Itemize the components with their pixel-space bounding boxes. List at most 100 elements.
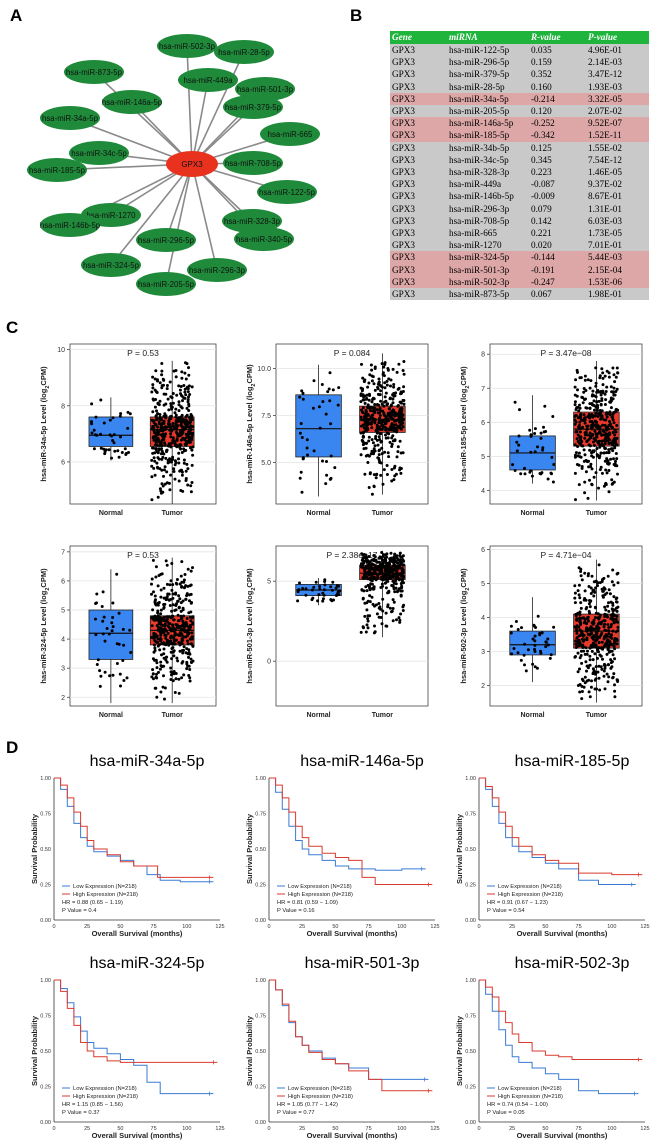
y-tick-label: 5 bbox=[267, 579, 271, 586]
data-point bbox=[359, 453, 363, 457]
data-point bbox=[178, 443, 182, 447]
data-point bbox=[154, 398, 158, 401]
data-point bbox=[391, 598, 395, 602]
data-point bbox=[185, 420, 189, 424]
data-point bbox=[583, 491, 587, 495]
data-point bbox=[585, 626, 589, 630]
data-point bbox=[95, 433, 99, 437]
data-point bbox=[386, 436, 390, 440]
data-point bbox=[604, 468, 608, 472]
x-tick-label: 75 bbox=[151, 1126, 157, 1132]
data-point bbox=[186, 567, 190, 571]
data-point bbox=[174, 608, 178, 612]
data-point bbox=[597, 563, 601, 567]
table-row: GPX3 hsa-miR-449a -0.087 9.37E-02 bbox=[390, 178, 649, 191]
data-point bbox=[378, 560, 381, 564]
data-point bbox=[546, 643, 550, 647]
data-point bbox=[393, 557, 397, 561]
data-point bbox=[376, 385, 380, 389]
data-point bbox=[185, 647, 189, 651]
data-point bbox=[332, 598, 335, 602]
node-ellipse bbox=[157, 34, 217, 58]
data-point bbox=[598, 688, 602, 692]
data-point bbox=[608, 441, 612, 445]
node-label: hsa-miR-340-5p bbox=[236, 235, 293, 244]
y-tick-label: 0.00 bbox=[40, 918, 51, 924]
data-point bbox=[589, 586, 593, 590]
data-point bbox=[535, 666, 539, 670]
data-point bbox=[159, 608, 163, 612]
data-point bbox=[111, 439, 115, 442]
data-point bbox=[153, 459, 157, 463]
data-point bbox=[582, 448, 586, 452]
data-point bbox=[614, 459, 617, 463]
data-point bbox=[379, 440, 383, 444]
km-curve-high bbox=[269, 777, 433, 885]
data-point bbox=[338, 589, 342, 593]
data-point bbox=[610, 447, 614, 451]
data-point bbox=[180, 585, 184, 588]
data-point bbox=[162, 474, 165, 478]
cell-gene: GPX3 bbox=[390, 141, 447, 154]
data-point bbox=[168, 642, 172, 646]
x-tick-label: Normal bbox=[520, 510, 544, 517]
data-point bbox=[367, 486, 371, 489]
data-point bbox=[184, 651, 188, 655]
data-point bbox=[580, 440, 584, 443]
data-point bbox=[596, 415, 600, 418]
data-point bbox=[378, 432, 382, 436]
data-point bbox=[99, 674, 103, 678]
data-point bbox=[182, 673, 186, 677]
data-point bbox=[372, 382, 376, 386]
data-point bbox=[393, 464, 397, 468]
node-label: hsa-miR-296-5p bbox=[138, 236, 195, 245]
node-label: hsa-miR-28-5p bbox=[218, 48, 270, 57]
data-point bbox=[609, 661, 613, 665]
p-value-title: P = 0.53 bbox=[127, 348, 159, 358]
data-point bbox=[390, 412, 394, 416]
data-point bbox=[179, 423, 183, 427]
data-point bbox=[153, 388, 157, 392]
data-point bbox=[613, 393, 617, 397]
data-point bbox=[368, 394, 372, 397]
data-point bbox=[576, 433, 580, 437]
data-point bbox=[366, 571, 370, 575]
data-point bbox=[168, 380, 172, 384]
data-point bbox=[372, 447, 376, 451]
data-point bbox=[594, 471, 598, 475]
data-point bbox=[179, 574, 183, 578]
legend-label-low: Low Expression (N=218) bbox=[73, 1086, 137, 1092]
node-ellipse bbox=[178, 68, 238, 92]
data-point bbox=[166, 397, 170, 401]
data-point bbox=[189, 569, 193, 573]
data-point bbox=[600, 399, 604, 402]
y-tick-label: 0.50 bbox=[465, 1049, 476, 1055]
data-point bbox=[523, 663, 526, 667]
data-point bbox=[180, 473, 184, 477]
data-point bbox=[177, 633, 181, 637]
data-point bbox=[296, 599, 300, 603]
data-point bbox=[311, 406, 315, 410]
cell-gene: GPX3 bbox=[390, 263, 447, 276]
data-point bbox=[108, 433, 112, 437]
data-point bbox=[600, 471, 604, 475]
data-point bbox=[152, 631, 156, 635]
cell-mirna: hsa-miR-296-3p bbox=[447, 202, 529, 215]
data-point bbox=[385, 473, 389, 476]
data-point bbox=[172, 427, 176, 431]
data-point bbox=[582, 387, 586, 390]
data-point bbox=[580, 697, 584, 701]
x-tick-label: 0 bbox=[477, 1126, 480, 1132]
data-point bbox=[578, 656, 582, 660]
data-point bbox=[606, 615, 610, 619]
data-point bbox=[170, 562, 174, 565]
data-point bbox=[600, 409, 604, 413]
data-point bbox=[160, 482, 164, 486]
data-point bbox=[171, 455, 175, 459]
data-point bbox=[177, 457, 180, 461]
data-point bbox=[328, 371, 332, 375]
data-point bbox=[170, 609, 174, 613]
data-point bbox=[152, 421, 156, 425]
data-point bbox=[369, 452, 373, 456]
data-point bbox=[397, 616, 401, 620]
